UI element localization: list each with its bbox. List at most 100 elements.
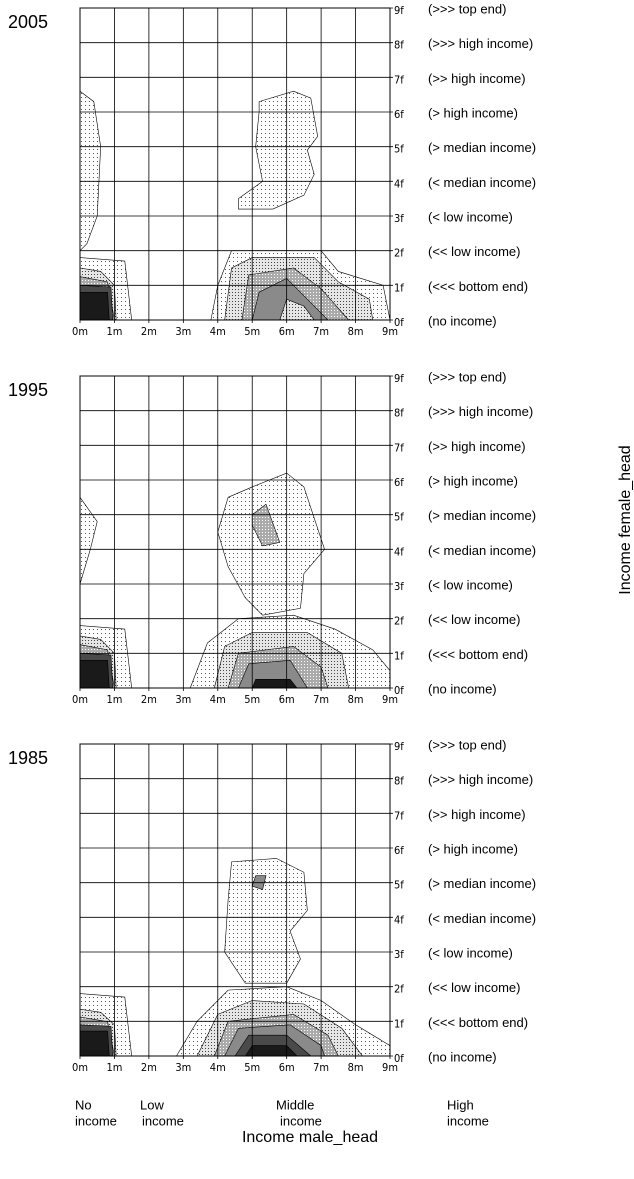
row-label: (>>> high income) (428, 772, 533, 787)
y-tick-label: 0f (394, 316, 404, 329)
x-tick-label: 5m (244, 1061, 260, 1074)
y-tick-label: 6f (394, 108, 404, 121)
row-label: (<< low income) (428, 612, 520, 627)
x-tick-label: 2m (141, 325, 157, 338)
y-axis-label: Income female_head (617, 445, 634, 594)
y-tick-label: 9f (394, 740, 404, 753)
contour-region (251, 679, 298, 689)
row-label: (< low income) (428, 945, 513, 960)
row-label: (< median income) (428, 175, 536, 190)
x-tick-label: 6m (279, 693, 295, 706)
row-label: (> high income) (428, 105, 518, 120)
y-tick-label: 1f (394, 1017, 404, 1030)
y-tick-label: 7f (394, 809, 404, 822)
income-group-label: Middle (276, 1097, 314, 1112)
chart-title: 2005 (8, 12, 48, 32)
x-tick-label: 2m (141, 693, 157, 706)
x-tick-label: 3m (175, 325, 191, 338)
y-tick-label: 1f (394, 649, 404, 662)
y-tick-label: 9f (394, 4, 404, 17)
y-tick-label: 2f (394, 247, 404, 260)
y-tick-label: 8f (394, 39, 404, 52)
plot-frame (79, 743, 391, 1057)
x-tick-label: 1m (106, 693, 122, 706)
row-label: (no income) (428, 1049, 497, 1064)
plot-frame (79, 375, 391, 689)
y-tick-label: 6f (394, 844, 404, 857)
row-label: (no income) (428, 681, 497, 696)
row-label: (>> high income) (428, 71, 526, 86)
row-label: (no income) (428, 313, 497, 328)
row-label: (<<< bottom end) (428, 1015, 528, 1030)
income-group-label: income (447, 1113, 489, 1128)
y-tick-label: 9f (394, 372, 404, 385)
row-label: (>>> high income) (428, 404, 533, 419)
row-label: (>>> high income) (428, 36, 533, 51)
contour-region (79, 659, 110, 689)
y-tick-label: 4f (394, 913, 404, 926)
x-axis-label: Income male_head (242, 1129, 378, 1146)
x-tick-label: 8m (348, 693, 364, 706)
x-tick-label: 8m (348, 325, 364, 338)
plot-frame (79, 7, 391, 321)
x-tick-label: 9m (382, 325, 398, 338)
contour-region (79, 1030, 110, 1057)
x-tick-label: 7m (313, 693, 329, 706)
row-label: (>>> top end) (428, 369, 506, 384)
y-tick-label: 7f (394, 73, 404, 86)
row-label: (< low income) (428, 209, 513, 224)
y-tick-label: 3f (394, 212, 404, 225)
y-tick-label: 4f (394, 545, 404, 558)
row-label: (> high income) (428, 841, 518, 856)
income-group-label: Low (140, 1097, 164, 1112)
x-tick-label: 6m (279, 325, 295, 338)
x-tick-label: 0m (72, 693, 88, 706)
y-tick-label: 8f (394, 775, 404, 788)
y-tick-label: 0f (394, 684, 404, 697)
x-tick-label: 2m (141, 1061, 157, 1074)
x-tick-label: 6m (279, 1061, 295, 1074)
x-tick-label: 8m (348, 1061, 364, 1074)
row-label: (>> high income) (428, 439, 526, 454)
row-label: (<<< bottom end) (428, 647, 528, 662)
x-tick-label: 1m (106, 325, 122, 338)
x-tick-label: 3m (175, 1061, 191, 1074)
x-tick-label: 9m (382, 693, 398, 706)
row-label: (<< low income) (428, 244, 520, 259)
y-tick-label: 2f (394, 983, 404, 996)
y-tick-label: 7f (394, 441, 404, 454)
row-label: (<< low income) (428, 980, 520, 995)
income-group-label: income (75, 1113, 117, 1128)
chart-title: 1995 (8, 380, 48, 400)
y-tick-label: 5f (394, 879, 404, 892)
row-label: (> median income) (428, 140, 536, 155)
x-tick-label: 4m (210, 693, 226, 706)
row-label: (> high income) (428, 473, 518, 488)
y-tick-label: 4f (394, 177, 404, 190)
contour-region (238, 90, 318, 210)
x-tick-label: 3m (175, 693, 191, 706)
x-tick-label: 1m (106, 1061, 122, 1074)
x-tick-label: 5m (244, 693, 260, 706)
contour-region (224, 858, 308, 984)
x-tick-label: 9m (382, 1061, 398, 1074)
row-label: (<<< bottom end) (428, 279, 528, 294)
y-tick-label: 2f (394, 615, 404, 628)
row-label: (>> high income) (428, 807, 526, 822)
row-label: (>>> top end) (428, 737, 506, 752)
y-tick-label: 3f (394, 948, 404, 961)
x-tick-label: 0m (72, 325, 88, 338)
income-group-label: income (142, 1113, 184, 1128)
income-group-label: income (280, 1113, 322, 1128)
income-group-label: No (75, 1097, 92, 1112)
y-tick-label: 0f (394, 1052, 404, 1065)
x-tick-label: 4m (210, 1061, 226, 1074)
row-label: (> median income) (428, 508, 536, 523)
chart-title: 1985 (8, 748, 48, 768)
y-tick-label: 5f (394, 143, 404, 156)
x-tick-label: 0m (72, 1061, 88, 1074)
row-label: (< median income) (428, 543, 536, 558)
x-tick-label: 5m (244, 325, 260, 338)
row-label: (< low income) (428, 577, 513, 592)
